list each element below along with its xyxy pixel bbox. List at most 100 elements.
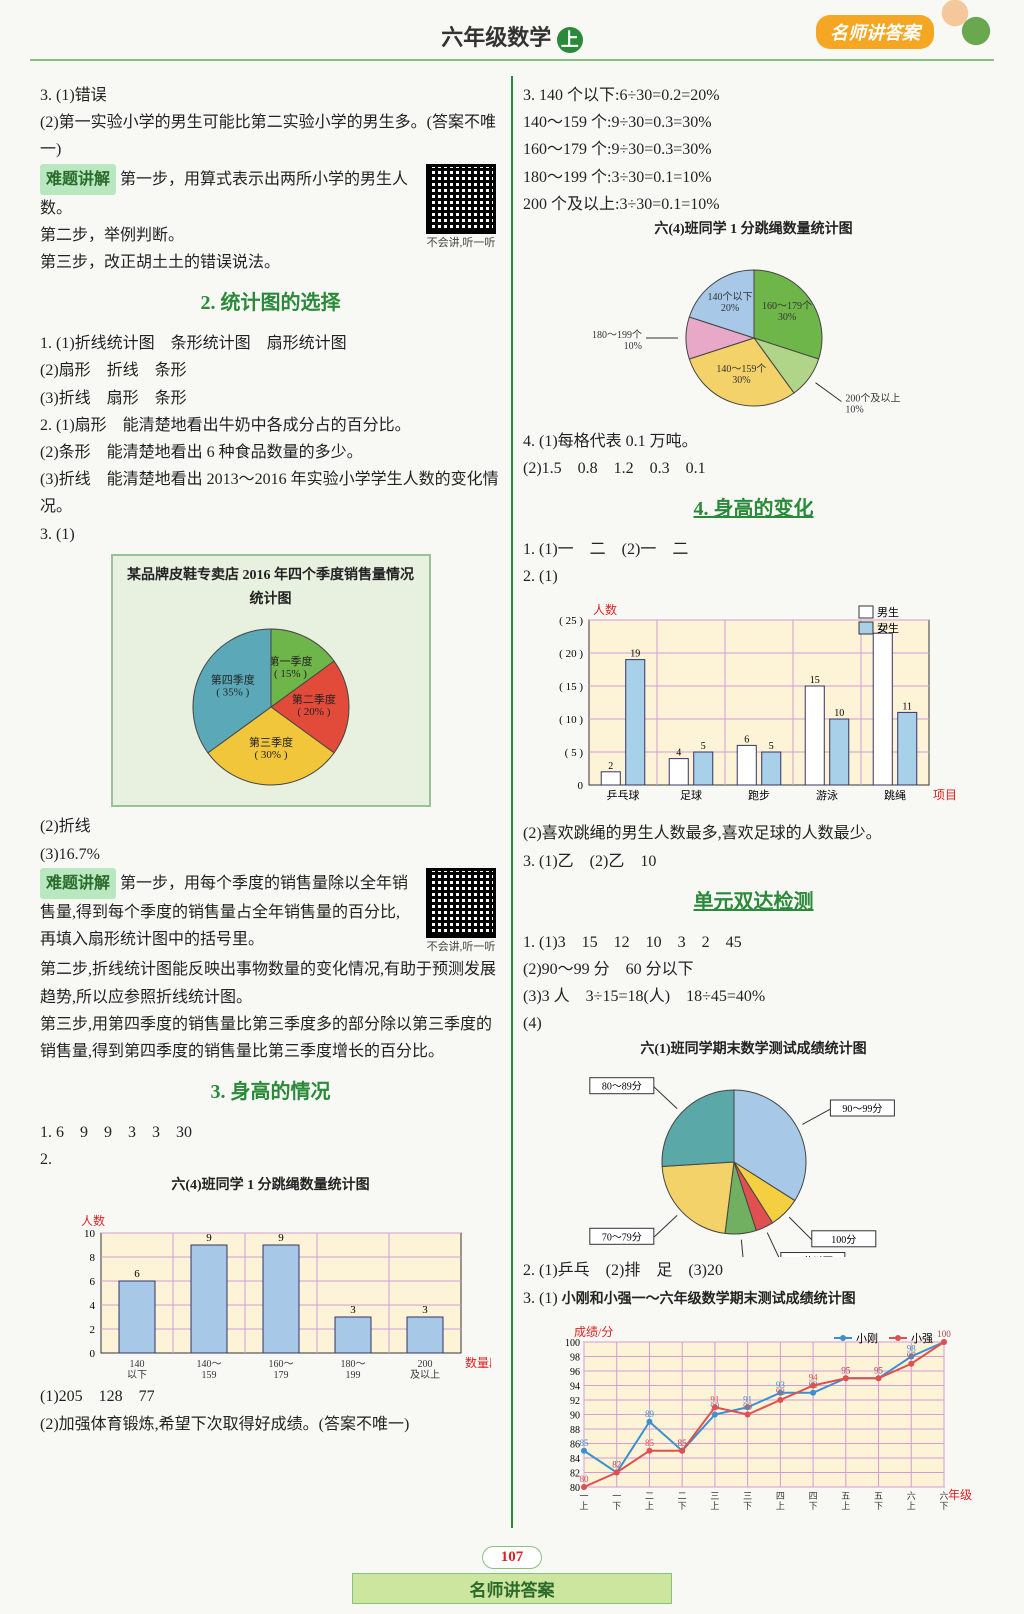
- svg-text:跑步: 跑步: [748, 788, 770, 802]
- chart-title: 小刚和小强一～六年级数学期末测试成绩统计图: [562, 1292, 856, 1307]
- pie1-chart: 某品牌皮鞋专卖店 2016 年四个季度销售量情况统计图 第一季度( 15% )第…: [111, 554, 431, 808]
- svg-text:89: 89: [644, 1408, 654, 1418]
- svg-text:游泳: 游泳: [816, 788, 838, 802]
- svg-text:三下: 三下: [743, 1491, 752, 1511]
- svg-text:小刚: 小刚: [856, 1332, 878, 1345]
- svg-text:四上: 四上: [775, 1491, 784, 1511]
- svg-text:4: 4: [89, 1300, 95, 1312]
- svg-text:五下: 五下: [874, 1491, 883, 1511]
- qr-block: 不会讲,听一听: [421, 164, 501, 253]
- svg-text:19: 19: [630, 649, 640, 660]
- svg-text:82: 82: [612, 1459, 621, 1469]
- text: 3. (1)乙 (2)乙 10: [523, 848, 984, 875]
- svg-text:9: 9: [206, 1232, 212, 1244]
- svg-text:98: 98: [570, 1352, 580, 1363]
- page-footer: 107 名师讲答案: [30, 1546, 994, 1604]
- left-column: 3. (1)错误 (2)第一实验小学的男生可能比第二实验小学的男生多。(答案不唯…: [30, 76, 513, 1528]
- qr-caption: 不会讲,听一听: [421, 234, 501, 253]
- svg-text:男生: 男生: [877, 605, 899, 619]
- svg-text:160～179: 160～179: [268, 1359, 293, 1381]
- section-title: 2. 统计图的选择: [40, 286, 501, 320]
- text: 200 个及以上:3÷30=0.1=10%: [523, 191, 984, 218]
- svg-text:95: 95: [841, 1365, 851, 1375]
- text: (3)16.7%: [40, 841, 501, 868]
- svg-text:4: 4: [676, 748, 681, 759]
- svg-text:6: 6: [744, 735, 749, 746]
- text: (1)205 128 77: [40, 1383, 501, 1410]
- svg-text:85: 85: [579, 1437, 589, 1447]
- hard-tag: 难题讲解: [40, 164, 116, 195]
- text: 1. (1)一 二 (2)一 二: [523, 536, 984, 563]
- text: (3)3 人 3÷15=18(人) 18÷45=40%: [523, 983, 984, 1010]
- text: (2)扇形 折线 条形: [40, 357, 501, 384]
- text: (2)1.5 0.8 1.2 0.3 0.1: [523, 455, 984, 482]
- svg-text:项目: 项目: [933, 788, 957, 802]
- pie1-svg: 第一季度( 15% )第二季度( 20% )第三季度( 30% )第四季度( 3…: [171, 617, 371, 797]
- qr-code-icon: [426, 868, 496, 938]
- text: (3)折线 扇形 条形: [40, 385, 501, 412]
- qr-block: 不会讲,听一听: [421, 868, 501, 957]
- header-badge: 名师讲答案: [816, 15, 934, 49]
- chart-title: 六(4)班同学 1 分跳绳数量统计图: [40, 1174, 501, 1198]
- svg-text:( 25 ): ( 25 ): [559, 615, 583, 627]
- text: (2)第一实验小学的男生可能比第二实验小学的男生多。(答案不唯一): [40, 109, 501, 163]
- svg-text:3: 3: [422, 1304, 428, 1316]
- text: 160～179 个:9÷30=0.3=30%: [523, 136, 984, 163]
- svg-text:100分: 100分: [831, 1234, 856, 1246]
- svg-text:85: 85: [677, 1437, 687, 1447]
- svg-text:第四季度( 35% ): 第四季度( 35% ): [210, 673, 254, 699]
- text: 180～199 个:3÷30=0.1=10%: [523, 164, 984, 191]
- text: 1. (1)折线统计图 条形统计图 扇形统计图: [40, 330, 501, 357]
- text: 3. (1): [40, 521, 501, 548]
- svg-text:100: 100: [937, 1329, 951, 1339]
- svg-text:80～89分: 80～89分: [601, 1081, 641, 1093]
- svg-text:90～99分: 90～99分: [842, 1103, 882, 1115]
- text: 第二步,折线统计图能反映出事物数量的变化情况,有助于预测发展趋势,所以应参照折线…: [40, 956, 501, 1010]
- svg-text:100: 100: [565, 1338, 580, 1349]
- text: 3. 140 个以下:6÷30=0.2=20%: [523, 82, 984, 109]
- svg-text:六上: 六上: [906, 1490, 915, 1511]
- svg-text:180～199个10%: 180～199个10%: [592, 329, 642, 352]
- svg-text:200及以上: 200及以上: [410, 1359, 440, 1381]
- text: (3)折线 能清楚地看出 2013～2016 年实验小学学生人数的变化情况。: [40, 466, 501, 520]
- text: 2. (1)扇形 能清楚地看出牛奶中各成分占的百分比。: [40, 412, 501, 439]
- footer-badge: 名师讲答案: [352, 1573, 672, 1604]
- svg-text:88: 88: [570, 1425, 580, 1436]
- svg-text:第一季度( 15% ): 第一季度( 15% ): [268, 654, 312, 680]
- hard-tag: 难题讲解: [40, 868, 116, 899]
- text: 2. (1): [523, 563, 984, 590]
- pie3-svg: 90～99分100分60分以下60～69分70～79分80～89分: [554, 1067, 954, 1257]
- text: (2)折线: [40, 813, 501, 840]
- text: 140～159 个:9÷30=0.3=30%: [523, 109, 984, 136]
- svg-text:0: 0: [577, 780, 583, 792]
- svg-text:10: 10: [84, 1228, 96, 1240]
- svg-text:97: 97: [906, 1350, 916, 1360]
- section-title: 3. 身高的情况: [40, 1075, 501, 1109]
- svg-text:2: 2: [608, 761, 613, 772]
- text: 2. (1)乒乓 (2)排 足 (3)20: [523, 1257, 984, 1284]
- svg-text:94: 94: [570, 1381, 580, 1392]
- svg-text:96: 96: [570, 1367, 580, 1378]
- svg-text:5: 5: [700, 741, 705, 752]
- text: 3. (1): [523, 1290, 558, 1307]
- svg-text:0: 0: [89, 1348, 95, 1360]
- chart-title: 某品牌皮鞋专卖店 2016 年四个季度销售量情况统计图: [121, 564, 421, 612]
- svg-text:90: 90: [570, 1410, 580, 1421]
- svg-text:乒乓球: 乒乓球: [606, 788, 639, 802]
- svg-text:6: 6: [89, 1276, 95, 1288]
- text: 2.: [40, 1146, 501, 1173]
- header-divider: [30, 59, 994, 61]
- svg-text:人数: 人数: [593, 602, 617, 617]
- svg-text:11: 11: [902, 702, 912, 713]
- svg-text:70～79分: 70～79分: [601, 1232, 641, 1244]
- page-title: 六年级数学 上: [441, 20, 583, 53]
- bar1-svg: 24681006140以下9140～1599160～1793180～199320…: [51, 1203, 491, 1383]
- svg-text:86: 86: [570, 1439, 580, 1450]
- pie2-svg: 160～179个30%200个及以上10%140～159个30%180～199个…: [584, 248, 924, 428]
- svg-text:2: 2: [89, 1324, 95, 1336]
- svg-text:人数: 人数: [81, 1213, 105, 1228]
- text: 1. (1)3 15 12 10 3 2 45: [523, 929, 984, 956]
- svg-text:跳绳: 跳绳: [884, 788, 906, 802]
- text: 4. (1)每格代表 0.1 万吨。: [523, 428, 984, 455]
- text: (2)条形 能清楚地看出 6 种食品数量的多少。: [40, 439, 501, 466]
